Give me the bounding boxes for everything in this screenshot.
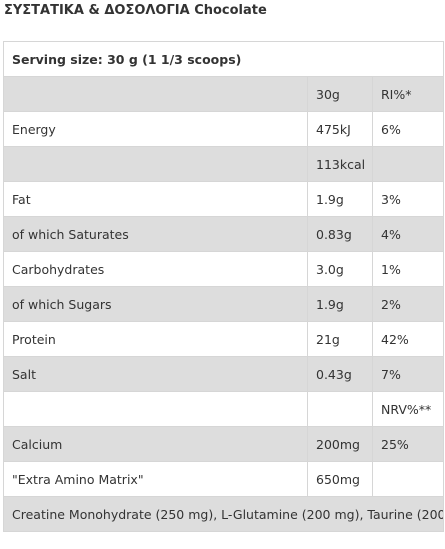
nutrient-amount: 21g [307, 321, 373, 357]
nutrient-label [3, 76, 308, 112]
nutrient-label: Energy [3, 111, 308, 147]
nutrient-label: Salt [3, 356, 308, 392]
nutrient-label [3, 146, 308, 182]
nutrient-label: "Extra Amino Matrix" [3, 461, 308, 497]
nutrient-amount: 200mg [307, 426, 373, 462]
nutrient-ri: 1% [371, 251, 445, 287]
nutrient-amount: 1.9g [307, 181, 373, 217]
nutrient-amount: 0.83g [307, 216, 373, 252]
table-row: Fat 1.9g 3% [3, 181, 445, 217]
table-row: "Extra Amino Matrix" 650mg [3, 461, 445, 497]
nutrient-ri: 7% [371, 356, 445, 392]
serving-size-label: Serving size: 30 g (1 1/3 scoops) [2, 41, 445, 77]
table-row: NRV%** [3, 391, 445, 427]
nutrient-ri: RI%* [371, 76, 445, 112]
nutrient-amount: 475kJ [307, 111, 373, 147]
nutrient-label: of which Saturates [3, 216, 308, 252]
nutrient-ri: 4% [371, 216, 445, 252]
nutrient-label: Calcium [3, 426, 308, 462]
ingredients-footer-row: Creatine Monohydrate (250 mg), L-Glutami… [2, 496, 445, 532]
nutrient-label: Fat [3, 181, 308, 217]
table-row: Energy 475kJ 6% [3, 111, 445, 147]
table-row: 113kcal [3, 146, 445, 182]
nutrient-ri: 3% [371, 181, 445, 217]
nutrient-ri: 25% [371, 426, 445, 462]
nutrient-amount: 3.0g [307, 251, 373, 287]
nutrient-amount: 30g [307, 76, 373, 112]
page-title: ΣΥΣΤΑΤΙΚΑ & ΔΟΣΟΛΟΓΙΑ Chocolate [4, 3, 267, 18]
table-row: Protein 21g 42% [3, 321, 445, 357]
nutrient-ri: NRV%** [371, 391, 445, 427]
table-row: Calcium 200mg 25% [3, 426, 445, 462]
serving-size-row: Serving size: 30 g (1 1/3 scoops) [2, 41, 445, 77]
table-row: Salt 0.43g 7% [3, 356, 445, 392]
nutrient-label: of which Sugars [3, 286, 308, 322]
nutrient-label: Carbohydrates [3, 251, 308, 287]
nutrition-table: Serving size: 30 g (1 1/3 scoops) 30g RI… [2, 41, 445, 532]
table-row: 30g RI%* [3, 76, 445, 112]
nutrient-amount: 113kcal [307, 146, 373, 182]
table-row: of which Sugars 1.9g 2% [3, 286, 445, 322]
nutrient-label: Protein [3, 321, 308, 357]
table-row: of which Saturates 0.83g 4% [3, 216, 445, 252]
nutrient-ri: 42% [371, 321, 445, 357]
table-row: Carbohydrates 3.0g 1% [3, 251, 445, 287]
nutrient-ri [371, 461, 445, 497]
ingredients-footer: Creatine Monohydrate (250 mg), L-Glutami… [2, 496, 445, 532]
nutrient-ri: 6% [371, 111, 445, 147]
nutrient-ri [371, 146, 445, 182]
nutrient-ri: 2% [371, 286, 445, 322]
nutrient-amount [307, 391, 373, 427]
nutrient-amount: 650mg [307, 461, 373, 497]
nutrient-amount: 0.43g [307, 356, 373, 392]
nutrient-label [3, 391, 308, 427]
nutrient-amount: 1.9g [307, 286, 373, 322]
